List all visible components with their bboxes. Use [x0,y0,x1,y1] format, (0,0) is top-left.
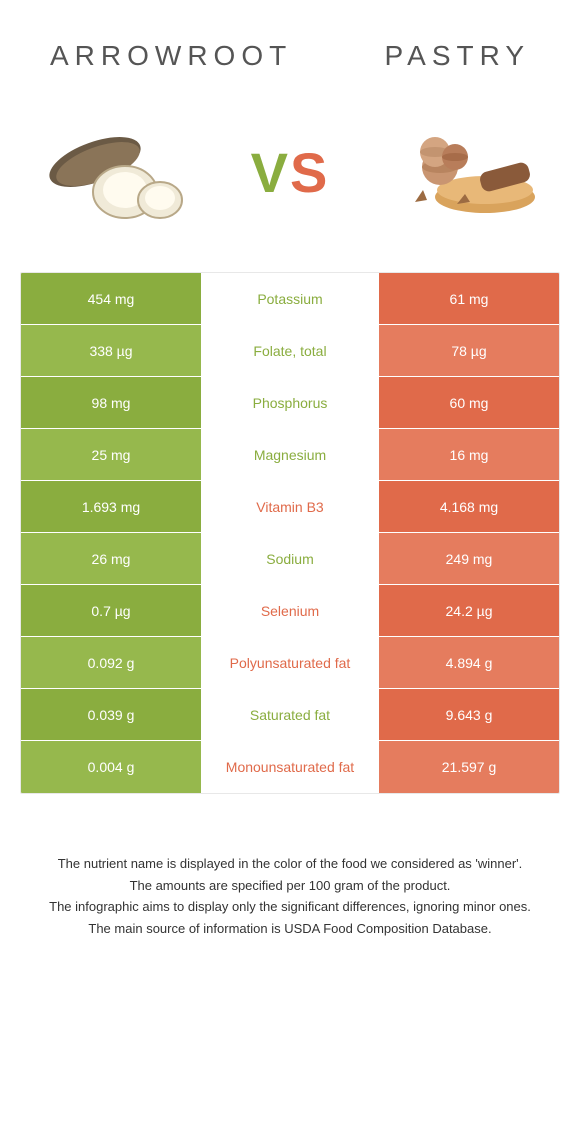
cell-left-value: 0.039 g [21,689,201,740]
cell-left-value: 454 mg [21,273,201,324]
cell-left-value: 25 mg [21,429,201,480]
table-row: 25 mgMagnesium16 mg [21,429,559,481]
footnote-line: The main source of information is USDA F… [40,919,540,939]
cell-right-value: 4.168 mg [379,481,559,532]
vs-s: S [290,141,329,204]
cell-left-value: 26 mg [21,533,201,584]
cell-nutrient-label: Potassium [201,273,379,324]
hero: VS [20,82,560,272]
table-row: 26 mgSodium249 mg [21,533,559,585]
cell-right-value: 249 mg [379,533,559,584]
cell-left-value: 0.7 µg [21,585,201,636]
cell-left-value: 98 mg [21,377,201,428]
table-row: 1.693 mgVitamin B34.168 mg [21,481,559,533]
vs-v: V [251,141,290,204]
table-row: 0.092 gPolyunsaturated fat4.894 g [21,637,559,689]
cell-left-value: 0.004 g [21,741,201,793]
cell-left-value: 338 µg [21,325,201,376]
vs-label: VS [251,140,330,205]
cell-nutrient-label: Phosphorus [201,377,379,428]
cell-left-value: 0.092 g [21,637,201,688]
table-row: 0.004 gMonounsaturated fat21.597 g [21,741,559,793]
header: Arrowroot Pastry [20,20,560,82]
food-right-title: Pastry [385,40,530,72]
footnote-line: The nutrient name is displayed in the co… [40,854,540,874]
cell-left-value: 1.693 mg [21,481,201,532]
food-left-image [40,112,195,232]
footnotes: The nutrient name is displayed in the co… [20,794,560,960]
cell-right-value: 24.2 µg [379,585,559,636]
cell-nutrient-label: Sodium [201,533,379,584]
nutrient-table: 454 mgPotassium61 mg338 µgFolate, total7… [20,272,560,794]
cell-nutrient-label: Saturated fat [201,689,379,740]
table-row: 0.7 µgSelenium24.2 µg [21,585,559,637]
table-row: 454 mgPotassium61 mg [21,273,559,325]
food-left-title: Arrowroot [50,40,292,72]
cell-nutrient-label: Polyunsaturated fat [201,637,379,688]
cell-nutrient-label: Folate, total [201,325,379,376]
cell-right-value: 61 mg [379,273,559,324]
table-row: 0.039 gSaturated fat9.643 g [21,689,559,741]
food-right-image [385,112,540,232]
cell-right-value: 9.643 g [379,689,559,740]
cell-nutrient-label: Magnesium [201,429,379,480]
table-row: 98 mgPhosphorus60 mg [21,377,559,429]
footnote-line: The infographic aims to display only the… [40,897,540,917]
cell-nutrient-label: Selenium [201,585,379,636]
cell-right-value: 78 µg [379,325,559,376]
cell-right-value: 4.894 g [379,637,559,688]
cell-right-value: 16 mg [379,429,559,480]
cell-nutrient-label: Monounsaturated fat [201,741,379,793]
table-row: 338 µgFolate, total78 µg [21,325,559,377]
cell-right-value: 60 mg [379,377,559,428]
footnote-line: The amounts are specified per 100 gram o… [40,876,540,896]
cell-right-value: 21.597 g [379,741,559,793]
cell-nutrient-label: Vitamin B3 [201,481,379,532]
